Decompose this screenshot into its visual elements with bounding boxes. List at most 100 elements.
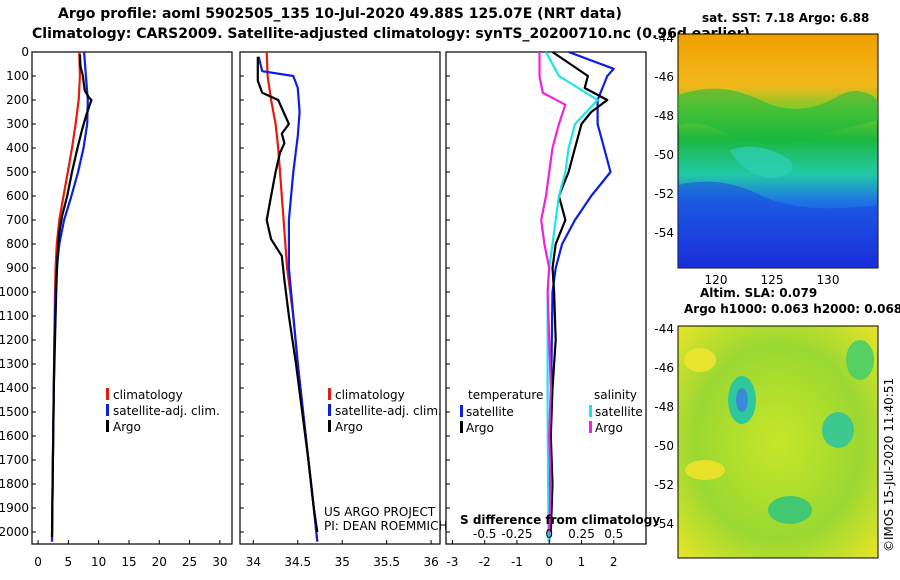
x-tick-label: 35 [335,555,350,569]
x-tick-label: 35.5 [373,555,400,569]
sst-lat-label: -54 [654,226,674,240]
sst-lon-ticks: 120 125 130 [705,273,840,287]
sla-feature [685,460,725,480]
depth-tick-label: 1900 [0,501,29,515]
credit-pi: PI: DEAN ROEMMICH [324,519,447,533]
temperature-panel [31,51,233,545]
difference-series [538,50,615,542]
sst-lon-label: 130 [817,273,840,287]
legend-label-temp-satellite: satellite [466,405,514,419]
sst-feature-green [678,88,878,144]
legend-label-satellite: satellite-adj. clim. [113,404,220,418]
legend-swatch-satellite [328,404,331,416]
sla-map-title: Altim. SLA: 0.079 [700,286,817,300]
legend-swatch-climatology [328,388,331,400]
depth-axis: 0 100 200 300 400 500 600 700 800 900 1000 1100 1200… [0,45,450,539]
salinity-series [256,51,319,542]
sla-feature [684,348,716,372]
temperature-frame [31,51,233,545]
sla-lat-label: -44 [654,322,674,336]
legend-swatch-temp-argo [460,421,463,433]
depth-tick-label: 1700 [0,453,29,467]
salinity-legend: climatology satellite-adj. clim. Argo US… [324,388,447,533]
x-tick-label: 1 [578,555,586,569]
depth-tick-label: 2000 [0,525,29,539]
x-tick-label: 0 [34,555,42,569]
sst-lon-label: 120 [705,273,728,287]
sla-lat-label: -48 [654,400,674,414]
series-argo [50,54,93,537]
legend-label-argo: Argo [113,420,141,434]
sla-map-subtitle: Argo h1000: 0.063 h2000: 0.068 [684,302,900,316]
x-tick-label: 2 [610,555,618,569]
salinity-tick-label: -0.25 [501,527,532,541]
difference-panel [445,51,647,545]
legend-label-sal-satellite: satellite [595,405,643,419]
sst-feature-cyan [730,146,793,178]
sla-lat-label: -50 [654,439,674,453]
depth-tick-label: 300 [6,117,29,131]
series-temperature-argo [549,51,609,533]
depth-tick-label: 500 [6,165,29,179]
salinity-tick-label: -0.5 [473,527,496,541]
legend-swatch-sal-satellite [589,405,592,417]
difference-frame [445,51,647,545]
depth-tick-label: 1400 [0,381,29,395]
x-tick-label: 34 [246,555,261,569]
title-line-2: Climatology: CARS2009. Satellite-adjuste… [32,26,750,42]
sla-lat-label: -54 [654,517,674,531]
depth-tick-label: 200 [6,93,29,107]
depth-tick-label: 1800 [0,477,29,491]
depth-tick-label: 1600 [0,429,29,443]
legend-swatch-argo [106,420,109,432]
x-tick-label: -3 [446,555,458,569]
x-tick-label: 20 [152,555,167,569]
depth-tick-label: 0 [21,45,29,59]
sst-map: sat. SST: 7.18 Argo: 6.88 -44 -46 -48 -50 -5… [654,11,879,287]
depth-tick-label: 1200 [0,333,29,347]
sla-feature-core [736,388,748,412]
x-tick-label: -2 [479,555,491,569]
legend-label-argo: Argo [335,420,363,434]
salinity-x-ticks: 34 34.5 35 35.5 36 [246,540,439,569]
title-line-1: Argo profile: aoml 5902505_135 10-Jul-20… [58,6,622,22]
legend-swatch-argo [328,420,331,432]
salinity-tick-label: 0 [545,527,553,541]
x-tick-label: 5 [65,555,73,569]
salinity-panel [239,51,441,545]
sst-lat-label: -52 [654,187,674,201]
sst-lat-label: -46 [654,70,674,84]
sla-lat-label: -52 [654,478,674,492]
sst-lat-ticks: -44 -46 -48 -50 -52 -54 [654,31,674,240]
difference-legend: temperature salinity satellite Argo sate… [460,388,660,527]
series-argo [256,56,319,533]
salinity-tick-label: 0.25 [568,527,595,541]
temperature-series [50,51,93,542]
legend-swatch-temp-satellite [460,405,463,417]
sla-feature [846,340,874,380]
sst-feature-blue [678,181,878,268]
credit-project: US ARGO PROJECT [324,505,436,519]
sla-feature [822,412,854,448]
sla-feature [768,496,812,524]
sst-lat-label: -50 [654,148,674,162]
sla-lat-label: -46 [654,361,674,375]
depth-tick-label: 600 [6,189,29,203]
legend-title-temperature: temperature [468,388,543,402]
imos-watermark: ©IMOS 15-Jul-2020 11:40:51 [882,378,896,552]
sla-map: Altim. SLA: 0.079 Argo h1000: 0.063 h200… [654,286,900,559]
x-tick-label: 36 [423,555,438,569]
difference-xlabel: S difference from climatology [460,513,660,527]
temperature-x-ticks: 0 5 10 15 20 25 30 [34,540,228,569]
legend-swatch-satellite [106,404,109,416]
x-tick-label: 15 [121,555,136,569]
depth-tick-label: 700 [6,213,29,227]
depth-tick-label: 800 [6,237,29,251]
depth-tick-label: 400 [6,141,29,155]
legend-label-climatology: climatology [335,388,405,402]
depth-tick-label: 1100 [0,309,29,323]
sst-lat-label: -48 [654,109,674,123]
sst-lon-label: 125 [761,273,784,287]
x-tick-label: 30 [212,555,227,569]
